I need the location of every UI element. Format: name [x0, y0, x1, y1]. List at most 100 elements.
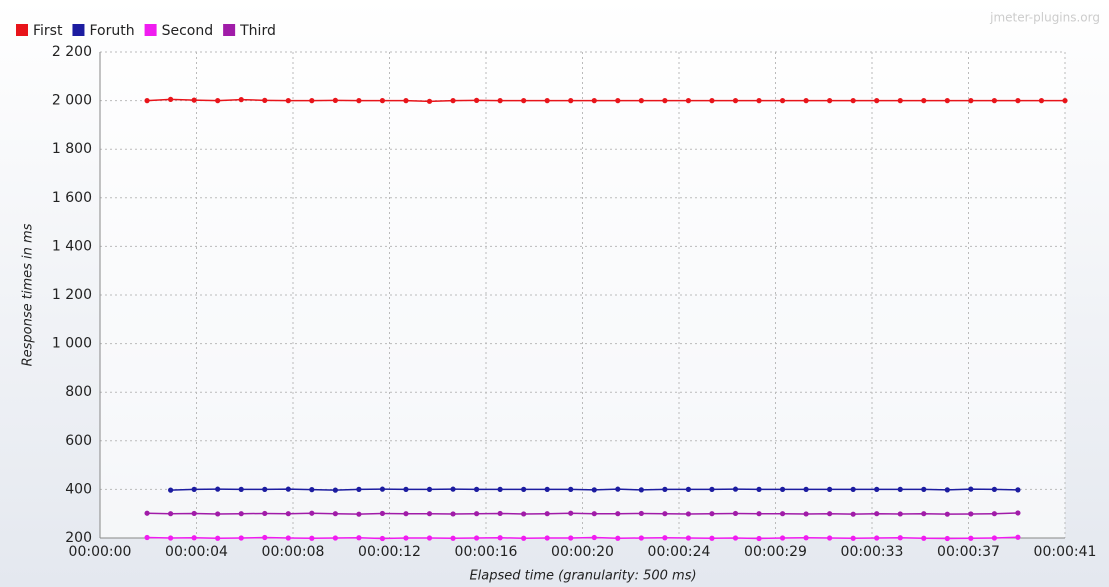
data-point	[521, 486, 527, 492]
data-point	[803, 486, 809, 492]
data-point	[874, 535, 880, 541]
data-point	[662, 535, 668, 541]
series-line	[147, 512, 1018, 515]
data-point	[356, 535, 362, 541]
data-point	[332, 487, 338, 493]
data-point	[827, 486, 833, 492]
data-point	[591, 511, 597, 517]
y-tick-label: 1 000	[52, 336, 92, 352]
data-point	[568, 98, 574, 104]
data-point	[168, 511, 174, 517]
data-point	[944, 98, 950, 104]
x-tick-label: 00:00:04	[165, 544, 228, 560]
x-tick-label: 00:00:00	[69, 544, 132, 560]
x-tick-label: 00:00:08	[262, 544, 325, 560]
legend-swatch	[223, 24, 236, 36]
data-point	[709, 98, 715, 104]
data-point	[1015, 98, 1021, 104]
data-point	[968, 486, 974, 492]
x-tick-label: 00:00:12	[358, 544, 421, 560]
data-point	[497, 98, 503, 104]
data-point	[285, 511, 291, 517]
data-point	[779, 486, 786, 492]
data-point	[497, 510, 503, 517]
data-point	[568, 535, 574, 541]
data-point	[662, 511, 668, 517]
data-point	[285, 486, 291, 492]
series-line	[147, 98, 1065, 103]
data-point	[521, 511, 527, 517]
data-point	[944, 535, 950, 542]
legend-label: First	[33, 23, 63, 39]
data-point	[497, 535, 503, 541]
data-point	[403, 486, 409, 492]
data-point	[238, 511, 244, 517]
data-point	[262, 486, 268, 492]
y-tick-label: 1 200	[52, 287, 92, 303]
data-point	[709, 486, 715, 492]
data-point	[1015, 510, 1021, 516]
data-point	[779, 511, 786, 517]
data-point	[991, 511, 997, 517]
data-point	[309, 510, 315, 516]
y-tick-label: 1 400	[52, 238, 92, 254]
data-point	[591, 98, 597, 104]
data-point	[756, 535, 762, 542]
data-point	[285, 98, 291, 104]
data-point	[591, 534, 597, 541]
data-point	[191, 97, 197, 103]
data-point	[756, 98, 762, 104]
data-point	[379, 98, 386, 104]
x-tick-label: 00:00:16	[455, 544, 518, 560]
data-point	[521, 98, 527, 104]
data-point	[426, 535, 433, 541]
data-point	[1015, 487, 1021, 493]
y-tick-label: 1 800	[52, 141, 92, 157]
data-point	[356, 98, 362, 104]
data-point	[615, 486, 621, 492]
data-point	[921, 511, 927, 517]
data-point	[426, 486, 433, 492]
data-point	[450, 535, 456, 541]
data-point	[403, 98, 409, 104]
data-point	[262, 510, 268, 517]
data-point	[426, 98, 433, 104]
data-point	[1062, 98, 1068, 104]
data-point	[732, 486, 739, 492]
data-point	[379, 486, 386, 492]
data-point	[874, 511, 880, 517]
data-point	[238, 535, 244, 541]
data-point	[521, 535, 527, 541]
data-point	[803, 511, 809, 517]
data-point	[473, 511, 480, 517]
data-point	[144, 534, 150, 541]
data-point	[638, 98, 644, 104]
data-point	[568, 486, 574, 492]
data-point	[497, 486, 503, 492]
y-axis-label: Response times in ms	[21, 223, 36, 366]
data-point	[332, 97, 338, 103]
data-point	[568, 510, 574, 516]
data-point	[426, 511, 433, 517]
data-point	[168, 96, 174, 102]
data-point	[803, 535, 809, 541]
data-point	[1015, 534, 1021, 540]
data-point	[215, 535, 221, 541]
data-point	[897, 511, 903, 517]
legend-swatch	[16, 24, 28, 36]
data-point	[191, 486, 197, 492]
data-point	[991, 98, 997, 104]
data-point	[450, 511, 456, 517]
data-point	[850, 486, 856, 492]
data-point	[732, 535, 739, 541]
data-point	[897, 486, 903, 492]
x-tick-label: 00:00:41	[1034, 544, 1097, 560]
data-point	[968, 511, 974, 517]
x-tick-label: 00:00:24	[648, 544, 711, 560]
data-point	[356, 511, 362, 517]
data-point	[262, 534, 268, 541]
data-point	[473, 97, 480, 103]
data-point	[709, 535, 715, 541]
data-point	[921, 98, 927, 104]
